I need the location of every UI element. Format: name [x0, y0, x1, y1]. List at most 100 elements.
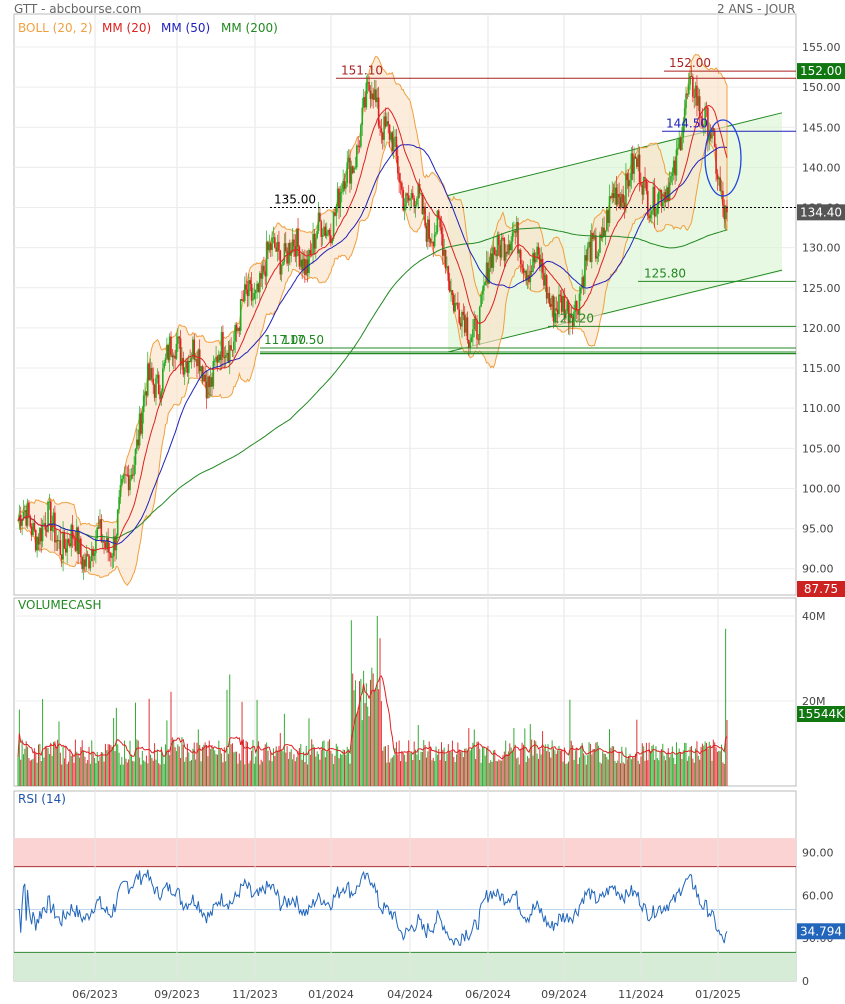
candle-body: [60, 555, 63, 560]
candle-body: [317, 212, 320, 231]
candle-body: [125, 474, 127, 476]
candle-body: [355, 145, 358, 168]
candle-body: [32, 523, 34, 536]
candle-body: [411, 193, 414, 199]
candle-body: [513, 231, 515, 233]
candle-body: [215, 356, 217, 361]
candle-body: [682, 121, 685, 137]
candle-body: [493, 247, 496, 255]
candle-body: [625, 173, 627, 209]
candle-body: [693, 96, 696, 98]
candle-body: [439, 217, 441, 228]
candle-body: [498, 234, 500, 245]
candle-body: [101, 541, 104, 543]
candle-body: [331, 238, 334, 244]
candle-body: [160, 391, 163, 400]
candle-body: [536, 246, 538, 260]
candle-body: [446, 266, 448, 268]
ma50-line: [17, 144, 728, 545]
candle-body: [671, 173, 674, 176]
candle-body: [466, 317, 469, 341]
candle-body: [40, 528, 43, 542]
candle-body: [366, 82, 369, 84]
candle-body: [454, 302, 456, 312]
candle-body: [100, 519, 103, 542]
candle-body: [235, 324, 238, 332]
candle-body: [532, 252, 534, 272]
candle-body: [268, 243, 271, 251]
candle-body: [278, 241, 280, 251]
candle-body: [345, 183, 347, 189]
low-price-tag: 87.75: [797, 581, 845, 597]
candle-body: [586, 247, 589, 261]
candle-body: [492, 247, 495, 268]
candle-body: [88, 555, 90, 569]
candle-body: [517, 222, 519, 254]
price-tag-text: 134.40: [800, 205, 842, 219]
candle-body: [104, 542, 107, 548]
candle-body: [89, 561, 92, 569]
candle-body: [55, 540, 58, 543]
candle-body: [503, 238, 506, 261]
candle-body: [655, 213, 657, 217]
candle-body: [123, 474, 126, 476]
candle-body: [133, 464, 135, 476]
candle-body: [37, 537, 40, 545]
rsi-tag-bg: [797, 923, 845, 940]
candle-body: [559, 294, 562, 297]
candle-body: [155, 377, 157, 398]
candle-body: [323, 226, 325, 236]
y-tick-label: 115.00: [802, 362, 841, 375]
candle-body: [663, 192, 665, 203]
candle-body: [672, 160, 675, 174]
candle-body: [405, 193, 407, 207]
candle-body: [242, 300, 245, 302]
candle-body: [668, 182, 671, 202]
candle-body: [248, 280, 250, 297]
ma200-line: [17, 227, 728, 539]
candle-body: [487, 262, 489, 284]
candle-body: [470, 337, 473, 343]
x-tick-label: 04/2024: [387, 988, 433, 1001]
candle-body: [84, 559, 86, 567]
candle-body: [719, 177, 721, 192]
candle-body: [417, 183, 420, 199]
candle-body: [380, 128, 383, 133]
candle-body: [636, 158, 638, 167]
candle-body: [619, 197, 622, 208]
candle-body: [134, 449, 137, 465]
candle-body: [483, 285, 485, 291]
candle-body: [364, 97, 366, 108]
candle-body: [697, 96, 700, 106]
candle-body: [238, 328, 241, 331]
candle-body: [698, 96, 701, 117]
candle-body: [22, 511, 25, 520]
candle-body: [196, 359, 198, 367]
candle-body: [705, 106, 708, 108]
candle-body: [151, 367, 153, 379]
panel-frame: [13, 790, 797, 982]
candle-body: [67, 539, 70, 544]
candle-body: [422, 206, 425, 215]
candle-body: [69, 543, 71, 547]
annotation-117: 117.00: [264, 333, 306, 347]
candle-body: [488, 268, 491, 284]
candle-body: [468, 340, 470, 348]
candle-body: [641, 185, 644, 195]
y-tick-label: 95.00: [802, 523, 834, 536]
candle-body: [372, 93, 374, 100]
candle-body: [649, 214, 652, 219]
candle-body: [555, 308, 558, 310]
candle-body: [290, 251, 293, 256]
candle-body: [462, 311, 465, 315]
candle-body: [271, 237, 273, 250]
candle-body: [716, 173, 719, 180]
candle-body: [81, 556, 84, 570]
candle-body: [56, 540, 59, 542]
candle-body: [549, 303, 552, 307]
candle-body: [431, 241, 433, 243]
y-tick-label: 120.00: [802, 322, 841, 335]
candle-body: [365, 82, 368, 108]
candle-body: [174, 355, 176, 359]
candle-body: [726, 206, 728, 213]
